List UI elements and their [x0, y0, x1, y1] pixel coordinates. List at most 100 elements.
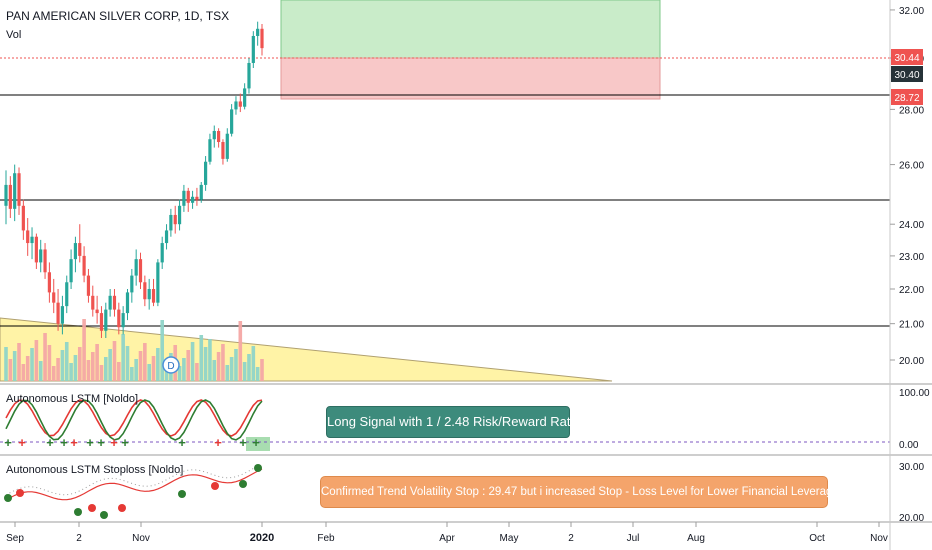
signal-callout[interactable]: Long Signal with 1 / 2.48 Risk/Reward Ra…: [326, 406, 581, 438]
volume-bar: [156, 348, 160, 381]
indicator-2-title: Autonomous LSTM Stoploss [Noldo]: [6, 464, 183, 476]
signal-cross-marker: +: [178, 435, 186, 450]
stoploss-callout[interactable]: Confirmed Trend Volatility Stop : 29.47 …: [320, 476, 877, 508]
candle-body: [91, 295, 95, 310]
candle-body: [56, 302, 60, 324]
candle-body: [99, 313, 104, 331]
candle-body: [134, 259, 138, 276]
volume-bar: [216, 352, 221, 381]
volume-bar: [21, 364, 26, 381]
stoploss-dot: [100, 511, 108, 519]
candle-body: [73, 243, 78, 260]
candle-body: [260, 28, 264, 49]
candle-body: [190, 196, 195, 203]
price-tick-label: 28.00: [899, 105, 924, 116]
candle-body: [199, 184, 203, 200]
stop-price-tag: [891, 89, 923, 105]
candle-body: [251, 35, 255, 63]
candles: [4, 21, 264, 338]
volume-bar: [64, 342, 69, 381]
volume-bar: [47, 345, 52, 381]
signal-cross-marker: +: [121, 435, 129, 450]
time-tick-label: Oct: [809, 533, 825, 544]
candle-body: [78, 243, 82, 256]
candle-body: [34, 236, 38, 263]
price-tick-label: 32.00: [899, 6, 924, 17]
candle-body: [238, 101, 242, 107]
stoploss-dot: [88, 504, 96, 512]
volume-bar: [143, 343, 147, 381]
candle-body: [203, 161, 208, 185]
indicator-2-axis[interactable]: 30.00 20.00: [899, 462, 924, 524]
candle-body: [208, 139, 212, 162]
candle-body: [95, 309, 99, 314]
volume-bar: [38, 361, 43, 381]
price-tick-label: 24.00: [899, 220, 924, 231]
current-price-tag: [891, 66, 923, 82]
signal-cross-marker: +: [252, 435, 260, 450]
candle-body: [160, 243, 164, 263]
candle-body: [138, 259, 143, 283]
time-tick-label: Nov: [870, 533, 888, 544]
volume-bar: [117, 362, 121, 381]
volume-bar: [8, 359, 13, 381]
price-tick-label: 22.00: [899, 285, 924, 296]
candle-body: [4, 184, 8, 206]
volume-bar: [182, 358, 186, 381]
candle-body: [195, 196, 199, 200]
candle-body: [112, 295, 117, 310]
volume-bar: [99, 365, 104, 381]
dividend-badge[interactable]: [162, 356, 180, 374]
candle-body: [164, 230, 169, 244]
indicator-2-markers: [4, 464, 262, 519]
volume-bar: [30, 348, 34, 381]
volume-bar: [251, 346, 256, 381]
volume-bar: [190, 342, 195, 381]
stoploss-dot: [254, 464, 262, 472]
indicator-2-series: [5, 468, 263, 501]
time-tick-label: Aug: [687, 533, 705, 544]
signal-cross-marker: +: [86, 435, 94, 450]
volume-bar: [69, 363, 73, 381]
candle-body: [151, 289, 156, 303]
candle-body: [47, 272, 51, 293]
loss-zone: [280, 57, 661, 100]
indicator-1-series-b: [5, 399, 263, 441]
signal-cross-marker: +: [110, 435, 118, 450]
time-axis[interactable]: Sep 2 Nov 2020 Feb Apr May 2 Jul Aug Oct Nov: [6, 522, 888, 544]
price-tick-label: 23.00: [899, 252, 924, 263]
candle-body: [225, 133, 229, 159]
volume-bar: [221, 344, 225, 381]
volume-bar: [203, 347, 208, 381]
indicator-1-tick-label: 100.00: [899, 388, 930, 399]
signal-cross-marker: +: [60, 435, 68, 450]
volume-bar: [195, 363, 199, 381]
candle-body: [21, 205, 25, 231]
indicator-1-title: Autonomous LSTM [Noldo]: [6, 393, 138, 405]
volume-bar: [242, 362, 247, 381]
volume-bar: [90, 352, 95, 381]
time-tick-label: Jul: [627, 533, 640, 544]
candle-body: [156, 262, 160, 303]
volume-bar: [238, 321, 243, 381]
candle-body: [69, 259, 73, 283]
stoploss-dot: [118, 504, 126, 512]
indicator-1-axis[interactable]: 100.00 0.00: [899, 388, 930, 451]
candle-body: [26, 230, 30, 244]
candle-body: [17, 173, 21, 206]
price-tick-label: 21.00: [899, 320, 924, 331]
volume-bar: [125, 346, 130, 381]
volume-bar: [17, 343, 21, 381]
volume-bar: [234, 349, 238, 381]
volume-label: Vol: [6, 29, 21, 41]
stoploss-dot: [16, 489, 24, 497]
candle-body: [221, 142, 225, 159]
candle-body: [13, 173, 17, 209]
time-tick-label: Sep: [6, 533, 24, 544]
volume-bar: [208, 339, 212, 381]
candle-body: [108, 295, 112, 310]
stoploss-dot: [239, 480, 247, 488]
time-tick-label: Apr: [439, 533, 455, 544]
